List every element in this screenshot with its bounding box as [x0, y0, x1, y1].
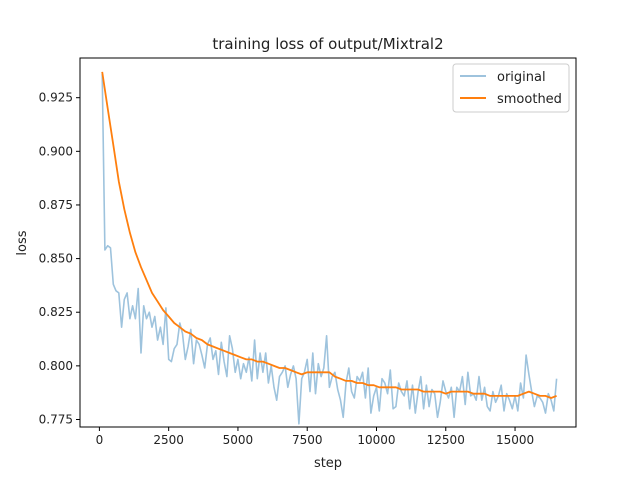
- plot-frame: [79, 57, 577, 428]
- x-tick-label: 12500: [427, 433, 465, 447]
- x-tick-label: 5000: [223, 433, 254, 447]
- y-tick-label: 0.775: [39, 412, 73, 426]
- y-axis-label: loss: [15, 230, 30, 255]
- legend-label-smoothed: smoothed: [497, 92, 562, 107]
- y-tick-label: 0.850: [39, 252, 73, 266]
- y-tick-label: 0.825: [39, 305, 73, 319]
- x-axis: 0 2500 5000 7500 10000 12500 15000: [96, 427, 534, 447]
- y-tick-label: 0.900: [39, 144, 73, 158]
- legend-label-original: original: [497, 70, 546, 85]
- chart-title: training loss of output/Mixtral2: [212, 35, 443, 53]
- x-tick-label: 10000: [357, 433, 395, 447]
- x-tick-label: 7500: [292, 433, 323, 447]
- series-line-smoothed: [101, 71, 557, 399]
- y-tick-label: 0.800: [39, 359, 73, 373]
- plot-area: [101, 71, 558, 425]
- x-tick-label: 2500: [153, 433, 184, 447]
- x-tick-label: 15000: [496, 433, 534, 447]
- y-tick-label: 0.875: [39, 198, 73, 212]
- legend: original smoothed: [452, 63, 570, 113]
- y-tick-label: 0.925: [39, 91, 73, 105]
- x-tick-label: 0: [96, 433, 104, 447]
- x-axis-label: step: [314, 456, 342, 471]
- y-axis: 0.775 0.800 0.825 0.850 0.875 0.900 0.925: [39, 91, 80, 426]
- series-line-original: [101, 74, 558, 425]
